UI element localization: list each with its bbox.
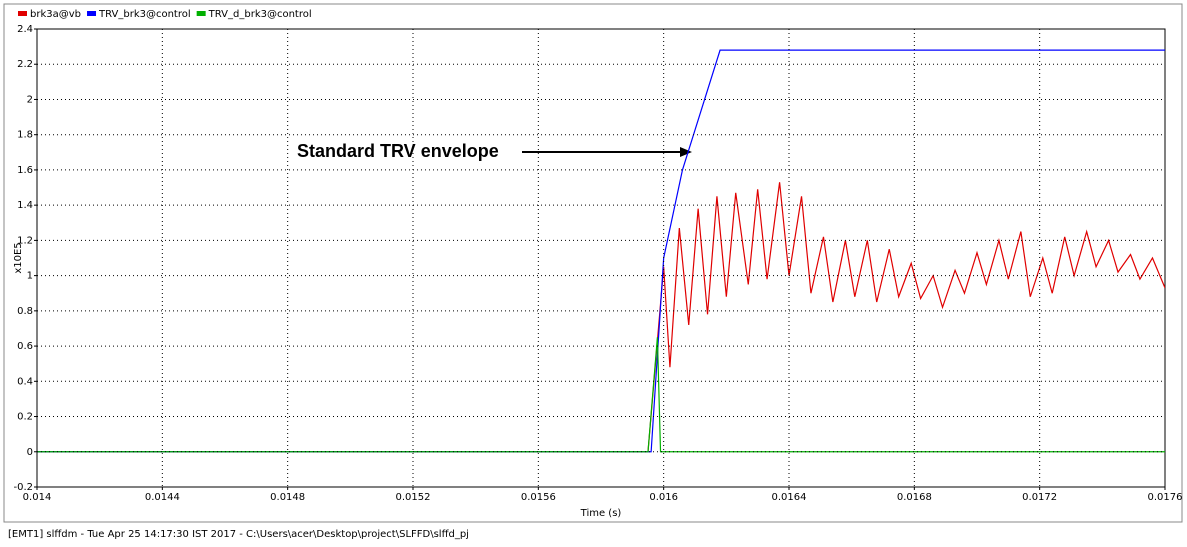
legend-swatch: [196, 11, 206, 16]
footer: [EMT1] slffdm - Tue Apr 25 14:17:30 IST …: [8, 529, 469, 540]
x-tick-label: 0.0168: [897, 492, 932, 503]
series-line: [37, 182, 1165, 453]
legend-swatch: [87, 11, 97, 16]
x-tick-label: 0.0176: [1148, 492, 1183, 503]
legend-label: TRV_d_brk3@control: [208, 9, 312, 20]
series-layer: [37, 49, 1165, 453]
legend-label: brk3a@vb: [30, 9, 81, 20]
y-tick-label: 0.8: [17, 306, 33, 317]
legend-swatch: [18, 11, 27, 16]
legend-label: TRV_brk3@control: [98, 9, 191, 20]
y-tick-label: 1: [27, 271, 33, 282]
y-tick-label: 2.4: [17, 24, 33, 35]
y-tick-label: 1.4: [17, 200, 33, 211]
y-axis-label: x10E5: [13, 242, 24, 273]
arrow-head: [680, 147, 692, 157]
series-line: [37, 337, 1165, 453]
y-tick-label: -0.2: [13, 482, 33, 493]
x-tick-label: 0.0156: [521, 492, 556, 503]
y-tick-label: 0.4: [17, 376, 33, 387]
y-tick-label: 0: [27, 447, 33, 458]
y-tick-label: 2.2: [17, 59, 33, 70]
x-axis-label: Time (s): [580, 508, 622, 519]
plot-area: [36, 28, 1166, 488]
x-tick-label: 0.0172: [1022, 492, 1057, 503]
y-tick-label: 1.8: [17, 130, 33, 141]
x-tick-label: 0.0152: [396, 492, 431, 503]
x-tick-label: 0.0144: [145, 492, 180, 503]
x-tick-label: 0.016: [649, 492, 678, 503]
y-tick-label: 0.2: [17, 412, 33, 423]
x-tick-label: 0.0148: [270, 492, 305, 503]
y-tick-label: 0.6: [17, 341, 33, 352]
annotation: Standard TRV envelope: [297, 141, 499, 161]
x-tick-label: 0.0164: [772, 492, 807, 503]
x-tick-label: 0.014: [23, 492, 52, 503]
y-tick-label: 1.6: [17, 165, 33, 176]
y-tick-label: 1.2: [17, 235, 33, 246]
y-tick-label: 2: [27, 94, 33, 105]
